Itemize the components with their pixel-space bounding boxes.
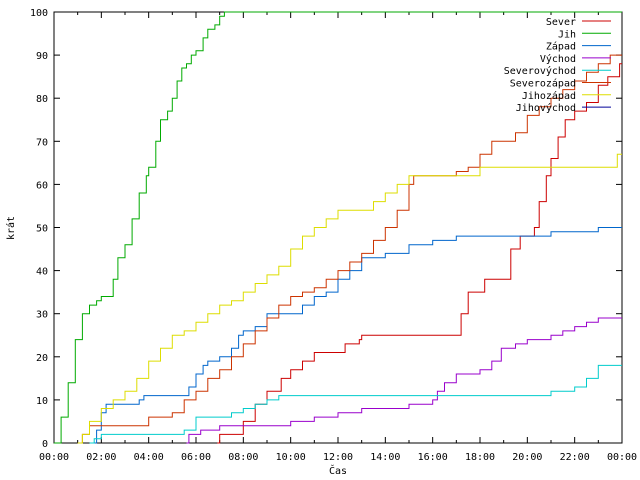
legend-label: Jihozápad: [522, 90, 576, 102]
y-tick-label: 100: [30, 8, 48, 19]
legend-label: Jih: [558, 29, 576, 40]
series-line-západ: [91, 227, 622, 444]
legend-label: Jihovýchod: [516, 102, 576, 114]
y-tick-label: 40: [36, 267, 48, 278]
x-tick-label: 06:00: [181, 452, 211, 463]
legend-label: Východ: [540, 53, 576, 65]
x-tick-label: 04:00: [134, 452, 164, 463]
y-tick-label: 30: [36, 310, 48, 321]
series-line-jih: [54, 11, 622, 444]
x-tick-label: 10:00: [276, 452, 306, 463]
y-tick-label: 60: [36, 180, 48, 191]
y-tick-label: 80: [36, 94, 48, 105]
y-tick-label: 20: [36, 353, 48, 364]
series-line-severovýchod: [89, 364, 622, 444]
x-tick-label: 18:00: [465, 452, 495, 463]
series-line-jihozápad: [77, 153, 622, 444]
x-tick-label: 08:00: [228, 452, 258, 463]
x-axis-ticks: 00:00 02:00 04:00 06:00 08:00 10:00 12:00 14:00…: [39, 12, 637, 463]
legend-label: Severovýchod: [504, 65, 576, 77]
legend: SeverJihZápadVýchodSeverovýchodSeverozáp…: [504, 17, 611, 114]
x-tick-label: 22:00: [560, 452, 590, 463]
legend-label: Severozápad: [510, 78, 576, 90]
y-tick-label: 50: [36, 224, 48, 235]
series-line-severozápad: [77, 54, 622, 444]
x-tick-label: 16:00: [418, 452, 448, 463]
y-axis-ticks: 0 10 20 30 40 50 60 70 80 90 100: [30, 8, 622, 450]
y-tick-label: 0: [42, 439, 48, 450]
legend-label: Sever: [546, 17, 576, 28]
x-axis-label: Čas: [329, 464, 347, 477]
x-tick-label: 12:00: [323, 452, 353, 463]
y-tick-label: 70: [36, 137, 48, 148]
x-tick-label: 20:00: [512, 452, 542, 463]
y-tick-label: 10: [36, 396, 48, 407]
x-tick-label: 00:00: [39, 452, 69, 463]
series-line-východ: [186, 317, 622, 444]
series-line-sever: [217, 63, 622, 444]
y-axis-label: krát: [5, 216, 17, 240]
x-tick-label: 02:00: [86, 452, 116, 463]
x-tick-label: 14:00: [370, 452, 400, 463]
y-tick-label: 90: [36, 51, 48, 62]
x-tick-label: 00:00: [607, 452, 637, 463]
legend-label: Západ: [546, 41, 576, 53]
series-lines: [54, 11, 622, 444]
